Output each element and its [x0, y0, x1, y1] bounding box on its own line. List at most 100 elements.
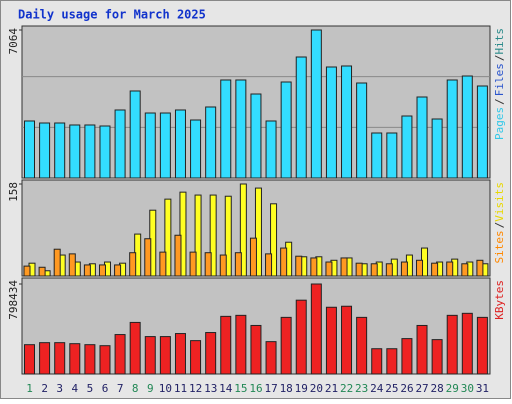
x-tick-label: 1 [26, 382, 33, 395]
bar [69, 343, 81, 375]
bar [371, 132, 383, 179]
bar [280, 247, 288, 277]
x-tick-label: 5 [87, 382, 94, 395]
bar [114, 109, 126, 179]
bar [220, 79, 232, 179]
bar [280, 81, 292, 179]
bar [194, 194, 202, 277]
x-tick-label: 21 [325, 382, 338, 395]
bar [234, 252, 242, 277]
bar [159, 251, 167, 277]
bar [189, 251, 197, 277]
bar [114, 334, 126, 375]
bar [220, 315, 232, 375]
bar [209, 194, 217, 277]
bar [53, 248, 61, 277]
bar [39, 122, 51, 179]
bar [310, 283, 322, 375]
x-tick-label: 9 [147, 382, 154, 395]
bar [224, 195, 232, 277]
bar [24, 344, 35, 375]
bar [190, 119, 202, 179]
bar [401, 115, 413, 179]
bar [179, 191, 187, 277]
bar [54, 342, 66, 375]
bar [325, 261, 333, 277]
bar [431, 339, 443, 375]
bar [356, 316, 368, 375]
x-tick-label: 15 [234, 382, 247, 395]
bar [205, 106, 217, 179]
x-tick-label: 2 [41, 382, 48, 395]
bar [310, 29, 322, 179]
bar [295, 56, 307, 179]
x-tick-label: 29 [446, 382, 459, 395]
bar [249, 237, 257, 277]
bar [446, 261, 454, 277]
bar [144, 336, 156, 375]
bar [38, 266, 46, 277]
bar [54, 122, 66, 179]
x-tick-label: 17 [264, 382, 277, 395]
x-tick-label: 20 [310, 382, 323, 395]
bar [416, 96, 428, 179]
bar [99, 345, 111, 375]
bar [24, 120, 35, 179]
axis-label-part: Files [493, 63, 506, 96]
x-tick-label: 22 [340, 382, 353, 395]
bar [446, 79, 458, 179]
x-tick-label: 12 [189, 382, 202, 395]
bar [205, 332, 217, 375]
x-tick-label: 4 [72, 382, 79, 395]
axis-label-part: / [493, 55, 506, 62]
bar [159, 336, 171, 375]
y-tick-label: 798434 [7, 280, 20, 320]
bar [355, 262, 363, 277]
bar [280, 316, 292, 375]
bar [295, 299, 307, 375]
bar [129, 321, 141, 375]
axis-label-part: Sites [493, 230, 506, 263]
bar [69, 124, 81, 179]
bar [265, 341, 277, 375]
x-tick-label: 13 [204, 382, 217, 395]
bar [98, 264, 106, 277]
x-tick-label: 6 [102, 382, 109, 395]
bar [356, 82, 368, 179]
bar [174, 109, 186, 179]
bar [385, 263, 393, 277]
bar [174, 234, 182, 277]
bar [239, 183, 247, 277]
x-tick-label: 25 [385, 382, 398, 395]
bar [341, 305, 353, 375]
bar [68, 253, 76, 277]
chart-title: Daily usage for March 2025 [18, 8, 206, 22]
axis-label: KBytes [493, 280, 506, 320]
axis-label-part: / [493, 222, 506, 229]
x-tick-label: 8 [132, 382, 139, 395]
bar [250, 324, 262, 375]
bar [476, 316, 488, 375]
bar [164, 198, 172, 277]
bar [129, 90, 141, 179]
axis-label-part: KBytes [493, 280, 506, 320]
bar [84, 124, 96, 179]
bar [386, 348, 398, 375]
x-tick-label: 3 [56, 382, 63, 395]
bar [254, 187, 262, 277]
x-tick-label: 30 [461, 382, 474, 395]
bar [371, 348, 383, 375]
bar [461, 75, 473, 179]
bar [39, 342, 51, 375]
bar [159, 112, 171, 179]
bar [129, 252, 137, 277]
bar [431, 118, 443, 179]
bar [476, 85, 488, 179]
bar [114, 264, 122, 277]
bar [23, 265, 31, 277]
bar [265, 120, 277, 179]
x-tick-label: 28 [431, 382, 444, 395]
bar [401, 338, 413, 375]
x-tick-label: 24 [370, 382, 384, 395]
